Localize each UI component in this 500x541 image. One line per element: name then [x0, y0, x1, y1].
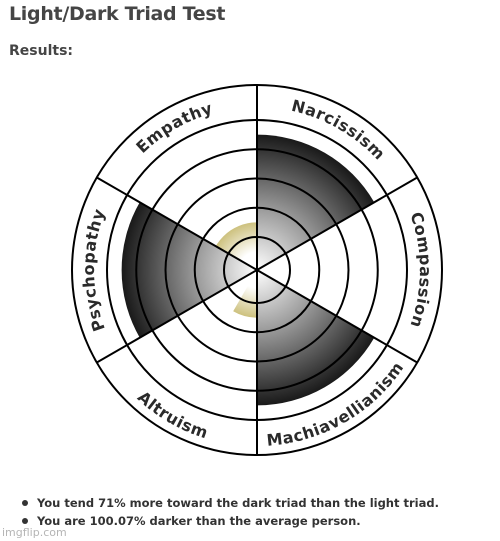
- page-title: Light/Dark Triad Test: [9, 3, 226, 25]
- spoke-3: [256, 269, 418, 364]
- label-empathy: Empathy: [132, 98, 214, 156]
- spoke-5: [96, 269, 258, 364]
- spoke-6: [96, 176, 258, 271]
- watermark: imgflip.com: [2, 526, 67, 539]
- label-psychopathy: Psychopathy: [79, 206, 109, 334]
- result-vs-average: You are 100.07% darker than the average …: [22, 512, 439, 530]
- results-heading: Results:: [9, 43, 73, 59]
- sector-narcissism: [257, 134, 375, 270]
- spoke-2: [256, 176, 418, 271]
- label-compassion: Compassion: [406, 210, 435, 331]
- center-indicator-lower: [233, 270, 257, 318]
- sector-psychopathy: [121, 202, 257, 338]
- results-list: You tend 71% more toward the dark triad …: [22, 494, 439, 530]
- sector-machiavellianism: [257, 270, 375, 406]
- result-dark-vs-light: You tend 71% more toward the dark triad …: [22, 494, 439, 512]
- triad-radial-chart: NarcissismCompassionMachiavellianismAltr…: [71, 84, 443, 456]
